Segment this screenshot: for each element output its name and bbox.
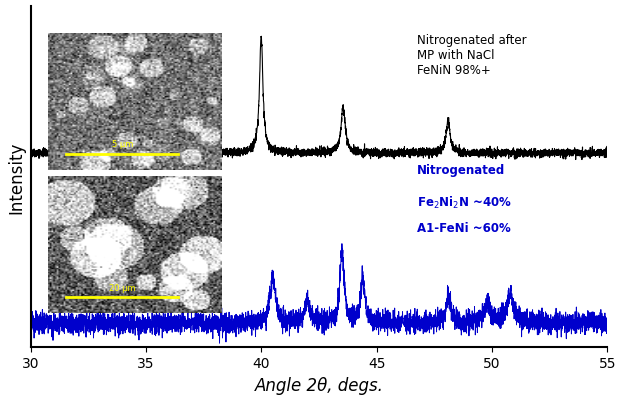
Y-axis label: Intensity: Intensity bbox=[7, 141, 25, 213]
X-axis label: Angle 2θ, degs.: Angle 2θ, degs. bbox=[254, 376, 383, 394]
Text: Nitrogenated after
MP with NaCl
FeNiN 98%+: Nitrogenated after MP with NaCl FeNiN 98… bbox=[417, 34, 526, 77]
Text: Nitrogenated: Nitrogenated bbox=[417, 163, 505, 176]
Text: Fe$_2$Ni$_2$N ~40%: Fe$_2$Ni$_2$N ~40% bbox=[417, 194, 511, 210]
Text: A1-FeNi ~60%: A1-FeNi ~60% bbox=[417, 221, 511, 234]
